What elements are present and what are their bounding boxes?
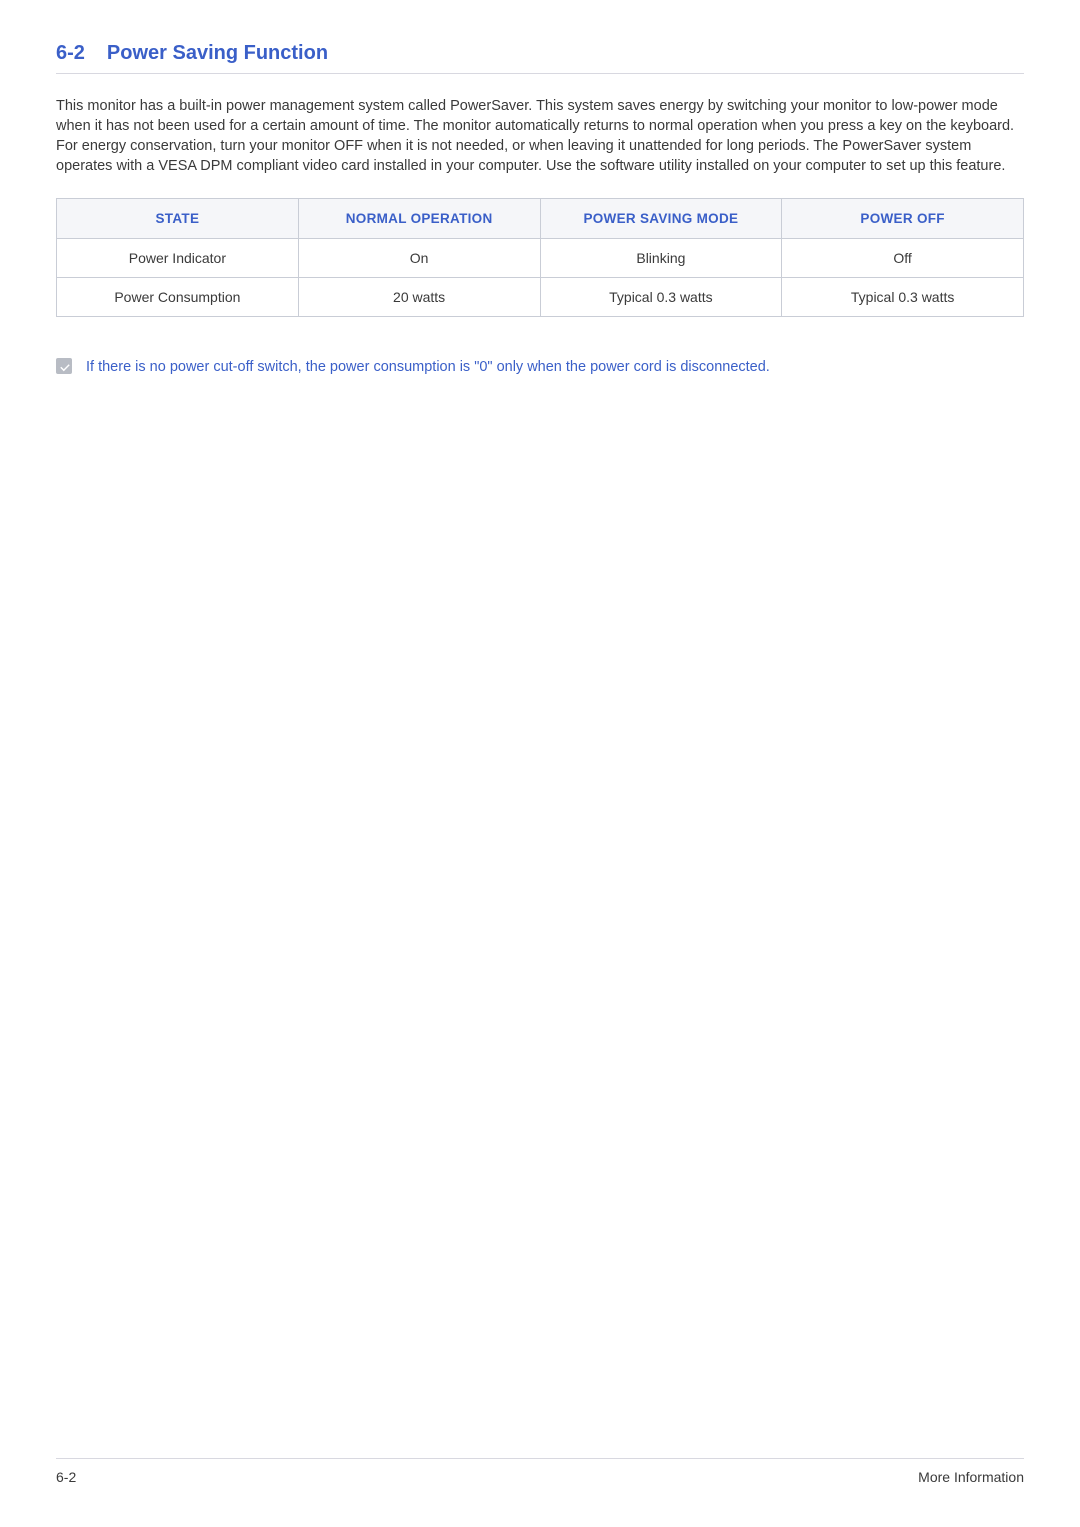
table-header-cell: NORMAL OPERATION [298, 199, 540, 239]
note: If there is no power cut-off switch, the… [56, 357, 1024, 377]
section-heading: 6-2 Power Saving Function [56, 42, 1024, 74]
table-cell: Power Consumption [57, 278, 299, 317]
intro-paragraph: This monitor has a built-in power manage… [56, 96, 1024, 176]
power-state-table: STATE NORMAL OPERATION POWER SAVING MODE… [56, 198, 1024, 317]
footer-section-label: More Information [918, 1469, 1024, 1485]
note-icon [56, 358, 72, 374]
page-footer: 6-2 More Information [56, 1458, 1024, 1485]
table-cell: Typical 0.3 watts [540, 278, 782, 317]
table-cell: On [298, 239, 540, 278]
table-cell: 20 watts [298, 278, 540, 317]
section-title: Power Saving Function [107, 42, 328, 65]
table-cell: Typical 0.3 watts [782, 278, 1024, 317]
table-header-cell: POWER SAVING MODE [540, 199, 782, 239]
table-header-cell: POWER OFF [782, 199, 1024, 239]
table-cell: Power Indicator [57, 239, 299, 278]
table-header-row: STATE NORMAL OPERATION POWER SAVING MODE… [57, 199, 1024, 239]
note-text: If there is no power cut-off switch, the… [86, 357, 770, 377]
table-row: Power Indicator On Blinking Off [57, 239, 1024, 278]
document-page: 6-2 Power Saving Function This monitor h… [0, 0, 1080, 1527]
table-header-cell: STATE [57, 199, 299, 239]
table-row: Power Consumption 20 watts Typical 0.3 w… [57, 278, 1024, 317]
section-number: 6-2 [56, 42, 85, 65]
footer-page-number: 6-2 [56, 1469, 76, 1485]
table-cell: Blinking [540, 239, 782, 278]
table-cell: Off [782, 239, 1024, 278]
